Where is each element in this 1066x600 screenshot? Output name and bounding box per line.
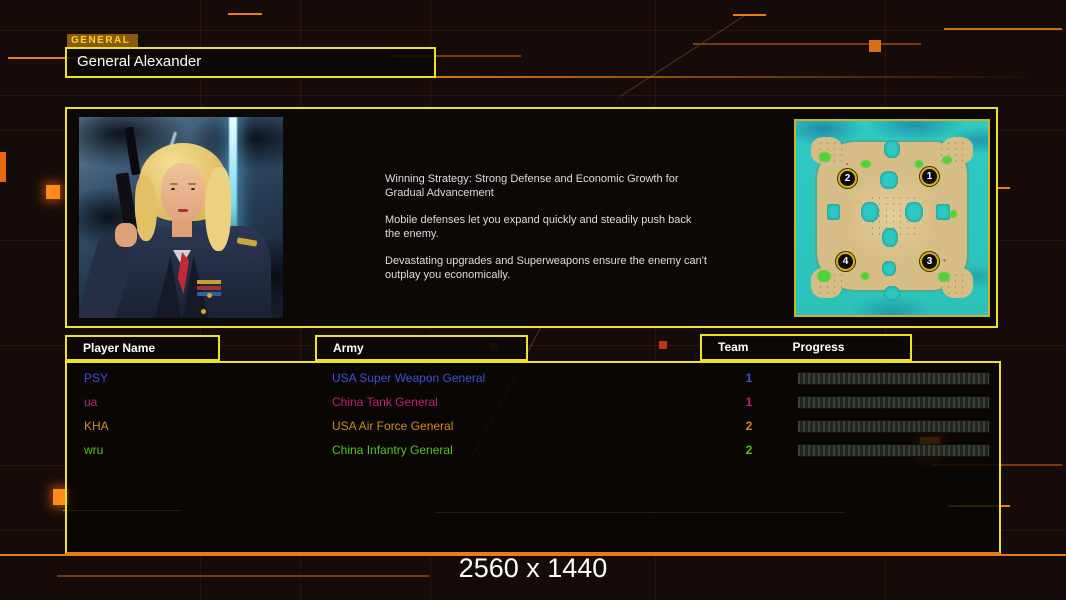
portrait-tie <box>177 252 189 294</box>
decor-line <box>228 13 262 15</box>
portrait-neck <box>172 217 192 237</box>
map-start-marker-4: 4 <box>836 252 855 271</box>
player-name-header: Player Name <box>65 335 220 361</box>
team-progress-header: Team Progress <box>700 334 912 361</box>
portrait-eye <box>191 188 195 190</box>
decor-line <box>0 95 1066 96</box>
decor-line <box>693 43 921 45</box>
decor-square <box>659 341 667 349</box>
player-team: 2 <box>745 419 753 433</box>
general-portrait <box>79 117 283 318</box>
map-vegetation <box>941 155 952 164</box>
map-start-marker-1: 1 <box>920 167 939 186</box>
briefing-paragraph: Devastating upgrades and Superweapons en… <box>385 254 707 281</box>
portrait-brow <box>170 183 178 185</box>
map-water-hole <box>882 260 896 277</box>
map-vegetation <box>938 272 950 282</box>
map-preview: 1 2 3 4 <box>794 119 990 317</box>
player-name: ua <box>84 395 98 409</box>
portrait-eye <box>171 188 175 190</box>
decor-line <box>944 28 1062 30</box>
player-team: 2 <box>745 443 753 457</box>
player-name: KHA <box>84 419 109 433</box>
decor-square <box>0 152 6 182</box>
strategy-briefing: Winning Strategy: Strong Defense and Eco… <box>385 173 707 296</box>
map-vegetation <box>861 272 869 281</box>
map-vegetation <box>817 270 831 282</box>
player-roster-panel: PSY USA Super Weapon General 1 ua China … <box>65 361 1001 554</box>
portrait-button <box>207 293 212 298</box>
portrait-hand <box>115 223 137 247</box>
decor-line <box>57 575 429 577</box>
player-team: 1 <box>745 395 753 409</box>
general-name: General Alexander <box>77 53 202 70</box>
map-water-hole <box>884 140 900 158</box>
map-water-hole <box>905 202 923 222</box>
loading-progress-bar <box>797 396 990 409</box>
decor-square <box>46 185 60 199</box>
resolution-label: 2560 x 1440 <box>458 553 608 583</box>
army-header: Army <box>315 335 528 361</box>
general-tag: GENERAL <box>67 34 138 48</box>
player-name: PSY <box>84 371 109 385</box>
decor-line <box>393 55 521 57</box>
portrait-ribbons <box>197 280 221 284</box>
map-water-hole <box>861 202 879 222</box>
map-water-hole <box>882 227 898 248</box>
briefing-paragraph: Winning Strategy: Strong Defense and Eco… <box>385 173 679 199</box>
map-water-hole <box>826 204 841 220</box>
portrait-face <box>161 163 205 221</box>
player-army: USA Super Weapon General <box>332 371 486 385</box>
map-start-marker-2: 2 <box>838 169 857 188</box>
map-vegetation <box>861 159 871 168</box>
player-name: wru <box>84 443 104 457</box>
player-rows: PSY USA Super Weapon General 1 ua China … <box>67 363 999 552</box>
player-army: China Tank General <box>332 395 438 409</box>
map-water-hole <box>884 285 900 302</box>
player-row: PSY USA Super Weapon General 1 <box>67 367 999 391</box>
progress-header-label: Progress <box>792 340 845 354</box>
portrait-brow <box>188 183 196 185</box>
briefing-paragraph: Mobile defenses let you expand quickly a… <box>385 213 692 240</box>
player-army: USA Air Force General <box>332 419 454 433</box>
decor-line <box>0 345 1066 346</box>
portrait-hair <box>135 175 157 241</box>
player-row: KHA USA Air Force General 2 <box>67 415 999 439</box>
map-vegetation <box>949 210 958 218</box>
map-vegetation <box>915 159 923 168</box>
decor-line <box>436 76 1036 78</box>
map-water-hole <box>880 171 898 189</box>
loading-progress-bar <box>797 420 990 433</box>
team-header-label: Team <box>718 340 749 354</box>
decor-square <box>869 40 881 52</box>
portrait-lips <box>178 209 188 212</box>
lightning-bolt <box>229 117 237 275</box>
decor-line <box>733 14 766 16</box>
portrait-button <box>201 309 206 314</box>
general-name-box: General Alexander <box>65 47 436 78</box>
bottom-accent-line <box>0 554 1066 556</box>
loading-progress-bar <box>797 444 990 457</box>
player-team: 1 <box>745 371 753 385</box>
portrait-hair <box>205 167 231 251</box>
general-info-panel: Winning Strategy: Strong Defense and Eco… <box>65 107 998 328</box>
player-row: wru China Infantry General 2 <box>67 439 999 463</box>
player-row: ua China Tank General 1 <box>67 391 999 415</box>
player-army: China Infantry General <box>332 443 453 457</box>
decor-line <box>0 30 1066 31</box>
map-vegetation <box>819 152 831 162</box>
map-start-marker-3: 3 <box>920 252 939 271</box>
decor-line <box>619 14 747 97</box>
map-water-hole <box>936 204 950 220</box>
loading-progress-bar <box>797 372 990 385</box>
